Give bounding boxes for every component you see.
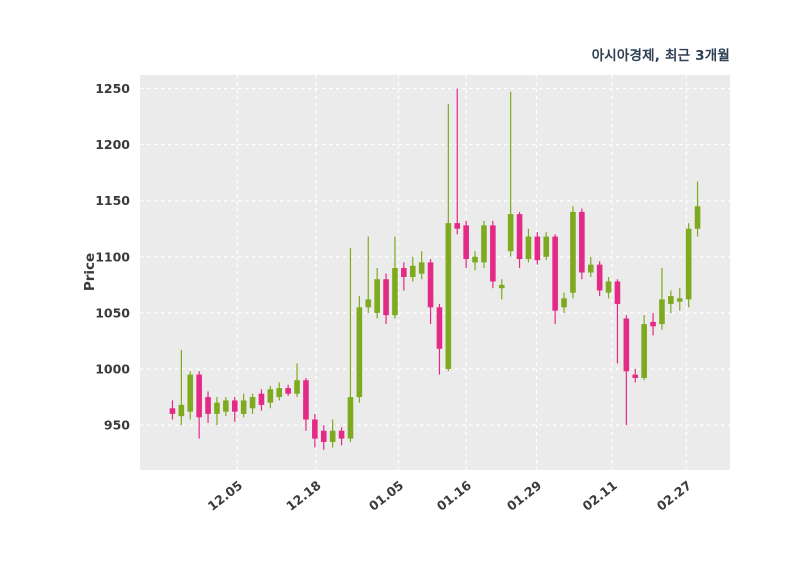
- candle-body: [401, 268, 407, 277]
- candle-body: [169, 408, 176, 414]
- y-axis-label: Price: [82, 252, 98, 292]
- candle-body: [409, 265, 416, 277]
- candle-body: [436, 307, 443, 349]
- candle-body: [312, 419, 318, 439]
- y-tick-label: 1150: [95, 193, 130, 208]
- candle-body: [472, 256, 478, 263]
- candle-body: [694, 206, 701, 229]
- gridlines: [140, 75, 730, 470]
- candle-body: [481, 225, 487, 263]
- candle-body: [579, 211, 585, 273]
- x-tick-labels: 12.05 12.18 01.05 01.16 01.29 02.11 02.27: [205, 477, 694, 513]
- candle-body: [516, 214, 523, 260]
- candle-body: [534, 236, 541, 261]
- candle-body: [463, 225, 469, 260]
- candle-body: [338, 430, 345, 439]
- x-tick-label: 01.16: [434, 477, 475, 513]
- candle-body: [329, 430, 336, 442]
- candle-body: [240, 400, 247, 414]
- y-tick-label: 1000: [95, 362, 130, 377]
- candle-body: [383, 279, 389, 316]
- candle-body: [490, 225, 496, 282]
- candle-body: [356, 307, 363, 398]
- candle-body: [223, 400, 229, 412]
- candle-body: [418, 262, 425, 274]
- y-tick-label: 1100: [95, 249, 130, 264]
- y-tick-label: 1250: [95, 81, 130, 96]
- x-tick-label: 01.29: [504, 478, 544, 514]
- candle-body: [676, 298, 683, 302]
- candle-body: [614, 281, 621, 304]
- x-tick-label: 12.05: [205, 478, 245, 514]
- candle-body: [294, 380, 300, 394]
- candle-body: [187, 374, 194, 412]
- y-tick-label: 1200: [95, 137, 130, 152]
- candle-body: [365, 299, 372, 308]
- candle-body: [561, 298, 567, 308]
- candle-body: [249, 397, 256, 409]
- candle-body: [445, 223, 452, 370]
- candle-body: [668, 296, 674, 304]
- candle-body: [392, 268, 398, 316]
- candle-body: [285, 388, 291, 394]
- x-tick-label: 02.11: [579, 478, 619, 514]
- candle-body: [641, 324, 647, 378]
- x-tick-label: 02.27: [654, 478, 694, 514]
- candle-body: [605, 281, 612, 293]
- candle-body: [587, 264, 594, 273]
- candle-body: [214, 402, 220, 414]
- chart-title: 아시아경제, 최근 3개월: [591, 48, 730, 64]
- candle-body: [570, 211, 576, 293]
- candle-body: [552, 236, 558, 311]
- candle-body: [276, 388, 283, 398]
- candle-body: [507, 214, 514, 252]
- candle-body: [231, 400, 238, 412]
- candle-body: [650, 321, 656, 327]
- y-tick-label: 1050: [95, 305, 130, 320]
- candle-body: [659, 299, 665, 325]
- plot-area: [140, 75, 730, 470]
- candle-body: [196, 374, 202, 418]
- y-tick-labels: 950 1000 1050 1100 1150 1200 1250: [95, 81, 130, 433]
- candle-body: [258, 393, 265, 405]
- candle-body: [454, 223, 461, 229]
- y-tick-label: 950: [104, 418, 130, 433]
- candle-body: [267, 389, 274, 403]
- x-tick-label: 01.05: [366, 478, 406, 514]
- candle-body: [178, 404, 185, 417]
- candle-body: [205, 397, 211, 414]
- candle-body: [427, 262, 434, 308]
- candle-body: [685, 228, 692, 300]
- candle-body: [374, 279, 380, 313]
- candles: [169, 88, 701, 450]
- candle-body: [498, 284, 505, 289]
- candle-body: [303, 380, 309, 420]
- candle-body: [543, 236, 550, 257]
- candle-body: [347, 397, 354, 439]
- x-tick-label: 12.18: [283, 478, 323, 514]
- candle-body: [632, 374, 639, 378]
- candle-body: [596, 264, 603, 291]
- candle-body: [623, 318, 630, 372]
- candle-body: [320, 430, 327, 442]
- candle-body: [525, 236, 532, 260]
